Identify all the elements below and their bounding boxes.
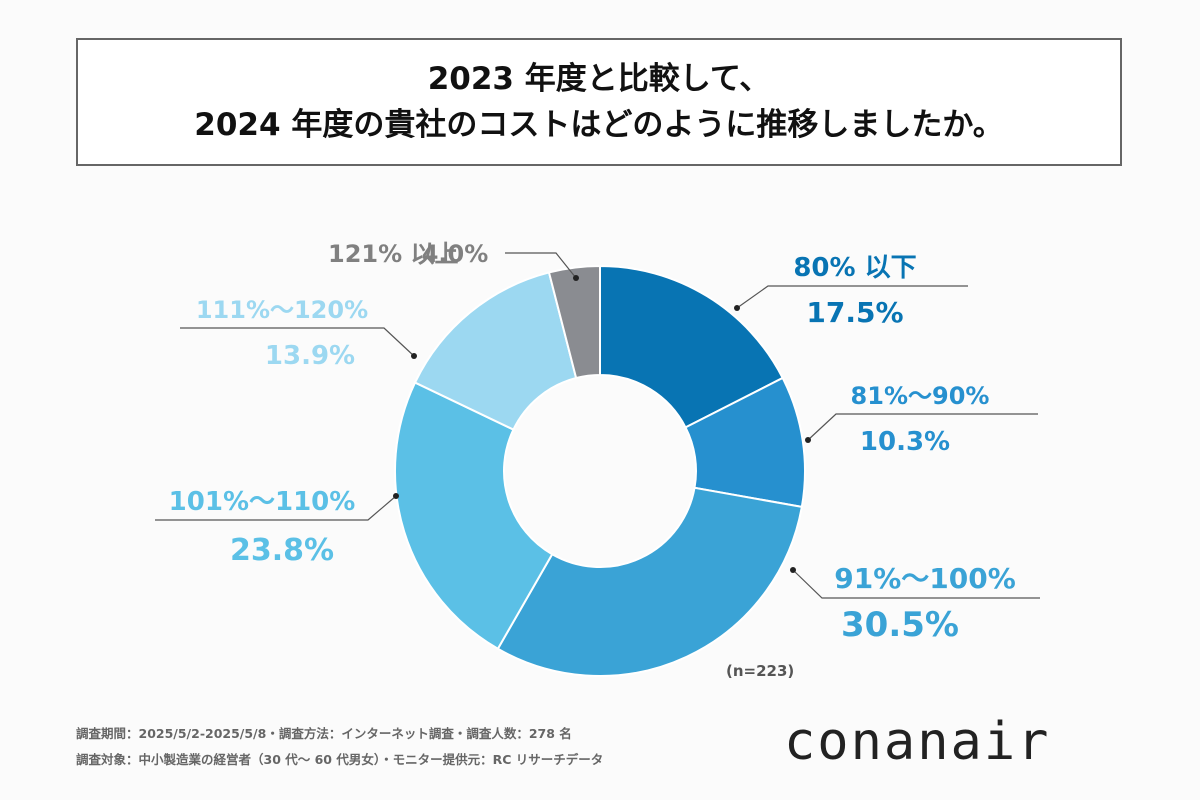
slice-value-label: 10.3%	[860, 427, 950, 457]
slice-value-label: 30.5%	[841, 605, 959, 645]
slice-value-label: 4.0%	[422, 240, 489, 268]
question-title-box: 2023 年度と比較して、 2024 年度の貴社のコストはどのように推移しました…	[76, 38, 1122, 166]
footer-survey-target: 調査対象：中小製造業の経営者（30 代～ 60 代男女）・モニター提供元：RC …	[76, 752, 604, 767]
donut-slice	[413, 271, 578, 431]
leader-dot	[805, 437, 811, 443]
leader-line	[736, 285, 968, 309]
leader-line	[792, 569, 1040, 599]
slice-label: 121% 以上	[328, 240, 459, 268]
slice-label: 81%～90%	[851, 382, 990, 410]
leader-line	[180, 327, 415, 357]
sample-size-note: (n=223)	[726, 662, 795, 680]
leader-dot	[393, 493, 399, 499]
donut-slice	[496, 486, 803, 678]
donut-slice	[547, 264, 601, 380]
slice-label: 111%～120%	[196, 296, 368, 324]
footer-survey-info: 調査期間：2025/5/2-2025/5/8・調査方法：インターネット調査・調査…	[76, 726, 572, 741]
title-line-2: 2024 年度の貴社のコストはどのように推移しましたか。	[194, 107, 1004, 143]
leader-line	[155, 495, 397, 521]
slice-label: 101%～110%	[169, 487, 356, 517]
leader-dot	[734, 305, 740, 311]
slice-label: 80% 以下	[793, 253, 916, 283]
leader-line	[807, 413, 1038, 441]
leader-dot	[573, 275, 579, 281]
slice-label: 91%～100%	[834, 562, 1016, 595]
slice-value-label: 17.5%	[806, 296, 903, 329]
leader-dot	[411, 353, 417, 359]
slice-value-label: 23.8%	[230, 533, 334, 568]
donut-slice	[599, 264, 785, 429]
leader-dot	[790, 567, 796, 573]
title-line-1: 2023 年度と比較して、	[427, 61, 771, 97]
leader-line	[505, 252, 577, 279]
donut-slice	[394, 381, 554, 651]
slice-value-label: 13.9%	[265, 341, 355, 371]
conanair-logo: conanair	[784, 712, 1051, 772]
